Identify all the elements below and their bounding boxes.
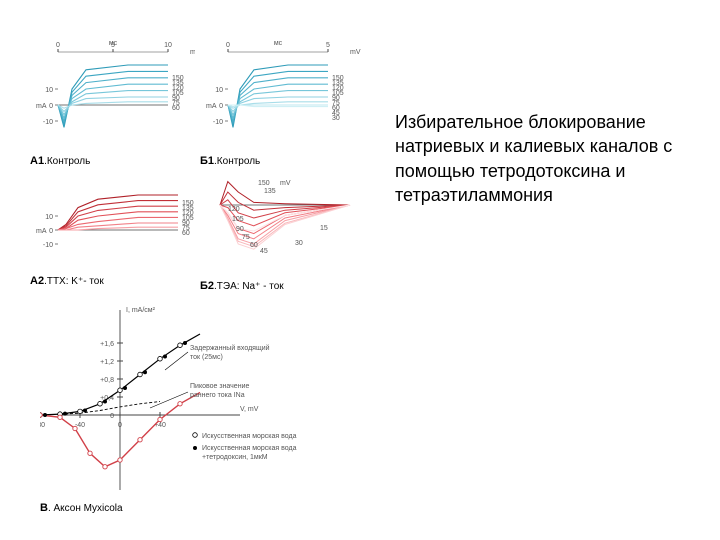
svg-text:0: 0	[110, 413, 114, 420]
svg-text:I, mA/см²: I, mA/см²	[126, 307, 156, 314]
panel-a1-label: А1.Контроль	[30, 155, 195, 167]
svg-text:-80: -80	[40, 422, 45, 429]
panel-b2-rest: .ТЭА: Na⁺ - ток	[214, 281, 284, 292]
svg-text:75: 75	[242, 234, 250, 241]
panel-b1-label: Б1.Контроль	[200, 155, 375, 167]
svg-text:60: 60	[182, 230, 190, 237]
svg-text:30: 30	[295, 240, 303, 247]
svg-text:mV: mV	[350, 49, 361, 56]
panel-a2-label: А2.ТТХ: K⁺- ток	[30, 275, 195, 287]
panel-v-rest: . Аксон Myxicola	[48, 503, 123, 514]
svg-text:5: 5	[326, 42, 330, 49]
svg-text:0: 0	[56, 42, 60, 49]
panel-a1-rest: .Контроль	[44, 156, 90, 167]
svg-text:-10: -10	[43, 119, 53, 126]
panel-b2-svg: 150135 120 105 90756045 30 15 mV	[200, 175, 380, 275]
svg-text:mA: mA	[206, 103, 217, 110]
svg-text:+1,2: +1,2	[100, 359, 114, 366]
svg-text:-10: -10	[213, 119, 223, 126]
svg-text:10: 10	[45, 87, 53, 94]
svg-text:Пиковое значениераннего тока I: Пиковое значениераннего тока INa	[190, 383, 249, 399]
svg-text:Задержанный входящийток (25мс): Задержанный входящийток (25мс)	[190, 344, 270, 361]
svg-text:10: 10	[164, 42, 172, 49]
svg-text:10: 10	[215, 87, 223, 94]
svg-text:30: 30	[332, 115, 340, 122]
svg-text:60: 60	[250, 242, 258, 249]
panel-a2-svg: 100-10mA150135120105907560mV	[30, 175, 195, 270]
figure-area: 100-10mA0510мс150135120105907560mV А1.Ко…	[30, 40, 390, 520]
panel-v: +1,6+1,2+0,8+0,40-80-400+40I, mA/см²V, m…	[40, 300, 360, 510]
panel-a2: 100-10mA150135120105907560mV А2.ТТХ: K⁺-…	[30, 175, 195, 290]
svg-text:60: 60	[172, 105, 180, 112]
svg-text:+1,6: +1,6	[100, 341, 114, 348]
svg-text:0: 0	[219, 103, 223, 110]
svg-text:0: 0	[49, 103, 53, 110]
svg-text:0: 0	[118, 422, 122, 429]
panel-v-svg: +1,6+1,2+0,8+0,40-80-400+40I, mA/см²V, m…	[40, 300, 360, 495]
panel-a1: 100-10mA0510мс150135120105907560mV А1.Ко…	[30, 40, 195, 165]
main-caption: Избирательное блокирование натриевых и к…	[395, 110, 715, 207]
svg-text:135: 135	[264, 188, 276, 195]
panel-a1-svg: 100-10mA0510мс150135120105907560mV	[30, 40, 195, 150]
svg-text:-10: -10	[43, 242, 53, 249]
svg-text:105: 105	[232, 216, 244, 223]
panel-v-bold: В	[40, 502, 48, 514]
svg-text:мс: мс	[274, 40, 283, 47]
svg-text:150: 150	[258, 180, 270, 187]
svg-text:90: 90	[236, 226, 244, 233]
panel-a2-rest: .ТТХ: K⁺- ток	[44, 276, 104, 287]
svg-text:Искусственная морская вода: Искусственная морская вода	[202, 433, 297, 440]
svg-text:mA: mA	[36, 103, 47, 110]
svg-text:V, mV: V, mV	[240, 406, 259, 413]
svg-text:mV: mV	[190, 49, 195, 56]
svg-text:10: 10	[45, 214, 53, 221]
svg-text:120: 120	[228, 206, 240, 213]
panel-b1-bold: Б1	[200, 155, 214, 167]
svg-text:Искусственная морская вода+тет: Искусственная морская вода+тетродоксин, …	[202, 445, 297, 461]
svg-text:0: 0	[49, 228, 53, 235]
svg-text:мс: мс	[109, 40, 118, 47]
panel-b1-svg: 100-10mA05мс1501351201059075604530mV	[200, 40, 375, 150]
panel-b2-label: Б2.ТЭА: Na⁺ - ток	[200, 280, 380, 292]
svg-text:mV: mV	[280, 180, 291, 187]
panel-v-label: В. Аксон Myxicola	[40, 502, 360, 514]
panel-b1: 100-10mA05мс1501351201059075604530mV Б1.…	[200, 40, 375, 165]
svg-text:+0,8: +0,8	[100, 377, 114, 384]
panel-a1-bold: А1	[30, 155, 44, 167]
svg-text:45: 45	[260, 248, 268, 255]
svg-text:0: 0	[226, 42, 230, 49]
svg-text:mA: mA	[36, 228, 47, 235]
panel-b1-rest: .Контроль	[214, 156, 260, 167]
panel-b2-bold: Б2	[200, 280, 214, 292]
svg-text:15: 15	[320, 225, 328, 232]
panel-b2: 150135 120 105 90756045 30 15 mV Б2.ТЭА: Na⁺ -…	[200, 175, 380, 295]
panel-a2-bold: А2	[30, 275, 44, 287]
